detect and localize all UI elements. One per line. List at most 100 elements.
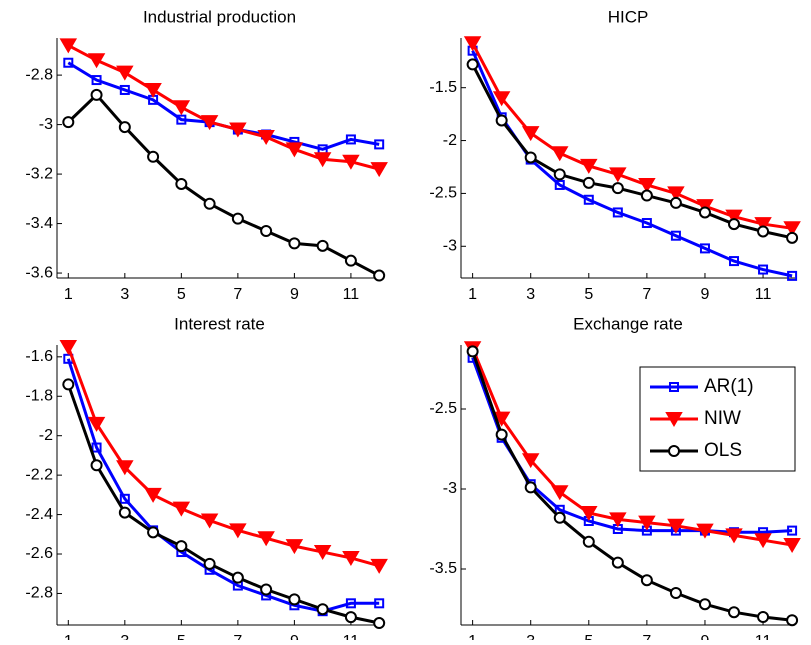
triangle-marker (116, 460, 134, 476)
circle-marker (728, 606, 741, 619)
series (466, 58, 799, 244)
series-line (471, 50, 793, 278)
x-tick-label: 9 (701, 286, 710, 303)
triangle-marker (313, 152, 332, 168)
legend-label: NIW (704, 408, 741, 429)
circle-marker (203, 557, 216, 570)
triangle-marker (229, 523, 247, 539)
x-tick-label: 5 (177, 286, 186, 303)
series (59, 339, 388, 574)
circle-marker (466, 345, 479, 358)
triangle-marker (257, 129, 275, 145)
x-tick-label: 5 (177, 633, 186, 640)
square-marker (787, 270, 798, 281)
series (466, 345, 799, 627)
x-tick-label: 11 (755, 286, 772, 303)
x-tick-label: 3 (526, 286, 535, 303)
series (62, 88, 386, 282)
y-tick-label: -2.8 (25, 585, 53, 602)
y-tick-label: -1.6 (25, 348, 53, 365)
circle-marker (175, 540, 188, 553)
triangle-marker (172, 100, 191, 116)
triangle-marker (725, 209, 743, 225)
circle-marker (316, 239, 329, 252)
x-tick-label: 9 (701, 633, 710, 640)
triangle-marker (257, 531, 275, 547)
circle-marker (582, 535, 595, 548)
x-tick-label: 1 (468, 633, 477, 640)
circle-marker (640, 189, 653, 202)
series (63, 353, 385, 617)
triangle-marker (551, 146, 569, 162)
triangle-marker (609, 167, 627, 183)
circle-marker (147, 150, 160, 163)
circle-marker (118, 121, 131, 134)
x-tick-label: 11 (755, 633, 772, 640)
y-tick-label: -3 (443, 480, 457, 497)
circle-marker (669, 587, 682, 599)
y-tick-label: -3.6 (25, 264, 53, 281)
x-tick-label: 1 (64, 286, 73, 303)
triangle-marker (370, 558, 388, 574)
series-line (66, 358, 380, 613)
triangle-marker (59, 38, 78, 54)
x-tick-label: 11 (343, 286, 360, 303)
circle-marker (373, 617, 386, 630)
circle-marker (260, 583, 273, 596)
square-marker (119, 84, 130, 95)
square-marker (669, 382, 679, 392)
y-tick-label: -3.5 (429, 560, 457, 577)
circle-marker (373, 269, 386, 282)
series-line (67, 61, 380, 151)
triangle-marker (87, 53, 106, 69)
subplot-title: HICP (608, 7, 649, 26)
circle-marker (728, 218, 741, 231)
square-marker (787, 525, 798, 536)
circle-marker (582, 176, 595, 189)
series (467, 45, 798, 281)
square-marker (176, 114, 187, 125)
circle-marker (611, 556, 624, 569)
square-marker (554, 179, 565, 190)
circle-marker (316, 603, 329, 616)
circle-marker (524, 151, 537, 164)
x-tick-label: 7 (642, 633, 651, 640)
circle-marker (757, 225, 770, 238)
y-tick-label: -2.4 (25, 506, 53, 523)
triangle-marker (754, 217, 772, 233)
triangle-marker (342, 154, 360, 170)
subplot-title: Interest rate (174, 314, 265, 333)
x-tick-label: 1 (64, 633, 73, 640)
triangle-marker (285, 539, 304, 555)
triangle-marker (342, 550, 360, 566)
triangle-marker (313, 545, 332, 561)
triangle-marker (696, 199, 714, 215)
circle-marker (344, 611, 357, 624)
series (59, 38, 388, 178)
x-tick-label: 7 (233, 286, 242, 303)
triangle-marker (144, 82, 162, 98)
x-tick-label: 9 (290, 633, 299, 640)
subplot-title: Exchange rate (573, 314, 683, 333)
triangle-marker (667, 518, 685, 534)
legend-label: OLS (704, 440, 742, 461)
circle-marker (344, 254, 357, 267)
y-tick-label: -3.4 (25, 215, 53, 232)
triangle-marker (609, 512, 627, 528)
circle-marker (62, 116, 75, 129)
square-marker (758, 264, 769, 275)
x-tick-label: 5 (584, 633, 593, 640)
triangle-marker (638, 515, 656, 531)
circle-marker (553, 511, 566, 524)
y-tick-label: -3 (39, 116, 53, 133)
x-tick-label: 3 (120, 633, 129, 640)
square-marker (374, 598, 385, 609)
x-tick-label: 5 (584, 286, 593, 303)
triangle-marker (521, 453, 540, 469)
y-tick-label: -2.8 (25, 66, 53, 83)
series-line (471, 63, 793, 240)
x-tick-label: 7 (642, 286, 651, 303)
square-marker (583, 194, 594, 205)
square-marker (374, 139, 385, 150)
circle-marker (611, 182, 624, 195)
